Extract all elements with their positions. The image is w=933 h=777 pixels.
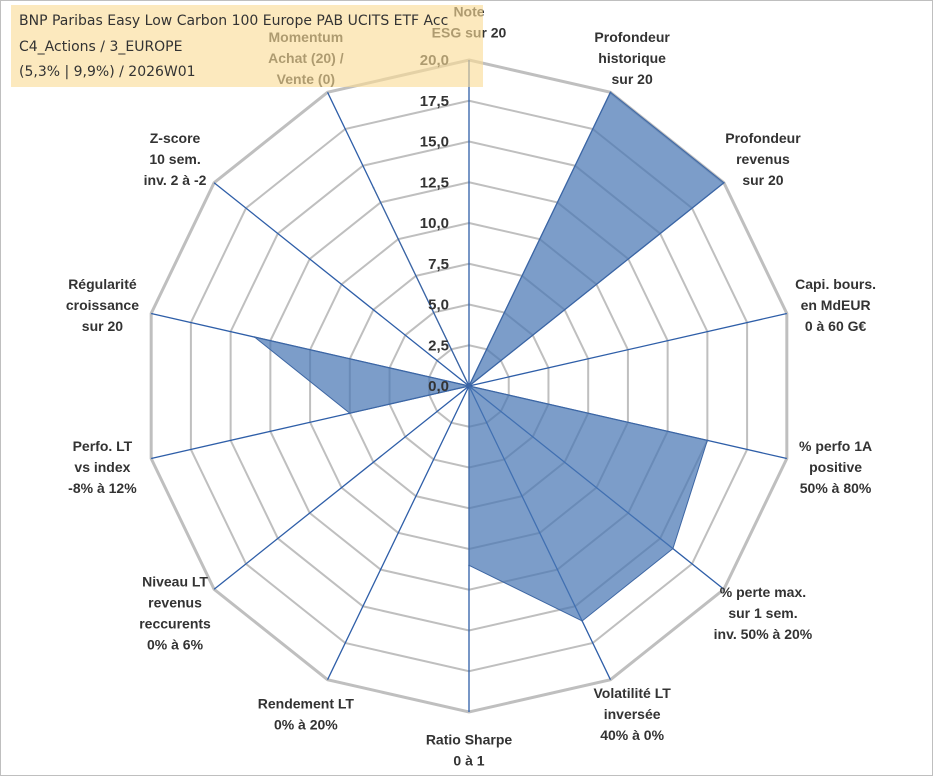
chart-title-line-3: (5,3% | 9,9%) / 2026W01: [19, 64, 196, 80]
axis-label: Perfo. LT vs index -8% à 12%: [68, 438, 137, 496]
tick-label: 10,0: [420, 215, 449, 232]
axis-label: Niveau LT revenus reccurents 0% à 6%: [139, 573, 211, 652]
axis-label: Régularité croissance sur 20: [66, 276, 139, 334]
axis-label: Capi. bours. en MdEUR 0 à 60 G€: [795, 276, 876, 334]
tick-label: 12,5: [420, 174, 449, 191]
data-point: [723, 181, 725, 184]
data-point: [609, 91, 612, 94]
tick-label: 7,5: [428, 256, 449, 273]
series-area: [254, 91, 725, 622]
axis-spoke: [213, 182, 470, 387]
data-point: [372, 186, 375, 189]
tick-label: 2,5: [428, 337, 449, 354]
axis-label: % perte max. sur 1 sem. inv. 50% à 20%: [714, 584, 813, 642]
title-box: [11, 5, 483, 87]
axis-label: Profondeur revenus sur 20: [725, 130, 801, 188]
axis-spoke: [468, 312, 787, 387]
data-point: [468, 564, 470, 567]
axis-label: Z-score 10 sem. inv. 2 à -2: [144, 130, 207, 188]
axis-label: Ratio Sharpe 0 à 1: [426, 732, 513, 769]
chart-title-line-1: BNP Paribas Easy Low Carbon 100 Europe P…: [19, 13, 449, 29]
data-point: [468, 385, 470, 387]
axis-label: Rendement LT 0% à 20%: [258, 695, 355, 732]
data-point: [253, 336, 256, 338]
data-point: [581, 620, 583, 622]
tick-label: 15,0: [420, 134, 449, 151]
tick-label: 5,0: [428, 297, 449, 314]
axis-spoke: [213, 385, 470, 590]
tick-label: 17,5: [420, 93, 449, 110]
data-point: [349, 412, 351, 415]
chart-title-line-2: C4_Actions / 3_EUROPE: [19, 39, 183, 55]
data-point: [706, 439, 709, 442]
axis-spoke: [326, 385, 470, 680]
tick-label: 0,0: [428, 378, 449, 395]
axis-label: Volatilité LT inversée 40% à 0%: [594, 685, 672, 743]
data-point: [672, 547, 674, 550]
axis-label: Profondeur historique sur 20: [594, 29, 670, 87]
axis-label: % perfo 1A positive 50% à 80%: [799, 438, 872, 496]
